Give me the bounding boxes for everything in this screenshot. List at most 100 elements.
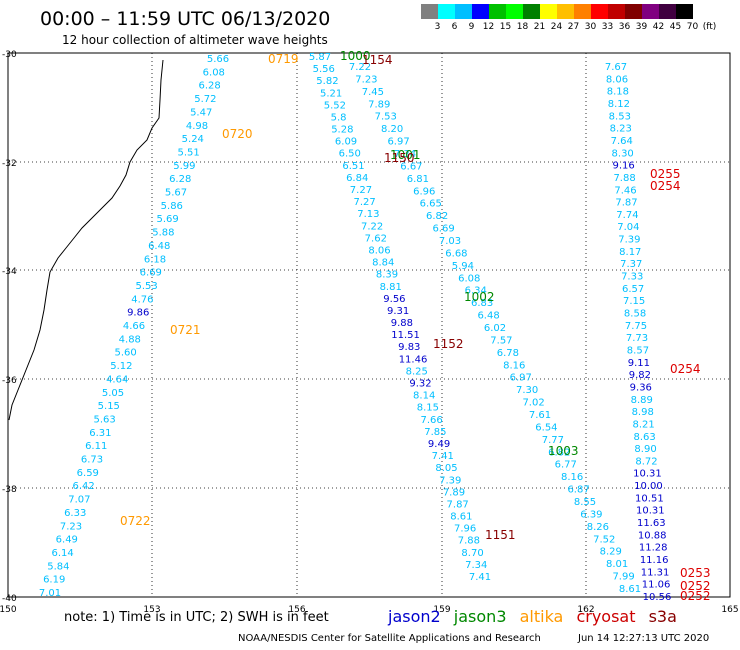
- s3a-wave-value: 7.22: [361, 221, 383, 232]
- jason3-diag-wave-value: 7.61: [529, 410, 551, 421]
- colorbar-swatch: [489, 4, 506, 19]
- s3a-wave-value: 7.96: [454, 524, 476, 535]
- colorbar-label: 42: [652, 22, 665, 32]
- altika-wave-value: 6.73: [81, 455, 103, 466]
- colorbar-label: 70: [686, 22, 699, 32]
- jason3-wave-value: 7.15: [623, 296, 645, 307]
- altika-wave-value: 5.69: [156, 214, 178, 225]
- x-tick-label: 156: [288, 605, 305, 615]
- s3a-wave-value: 7.41: [469, 572, 491, 583]
- colorbar-swatch: [625, 4, 642, 19]
- s3a-wave-value: 8.81: [380, 282, 402, 293]
- pass-time-label: 0253: [680, 566, 711, 580]
- s3a-wave-value: 7.39: [439, 475, 461, 486]
- jason3-diag-wave-value: 6.78: [497, 348, 519, 359]
- s3a-wave-value: 7.89: [443, 487, 465, 498]
- colorbar-swatch: [438, 4, 455, 19]
- s3a-wave-value: 5.82: [316, 76, 338, 87]
- jason3-diag-wave-value: 6.65: [420, 199, 442, 210]
- pass-time-label: 0252: [680, 589, 711, 603]
- pass-time-label: 1000: [340, 49, 371, 63]
- colorbar-swatch: [421, 4, 438, 19]
- jason3-wave-value: 10.56: [643, 592, 672, 603]
- jason3-wave-value: 8.30: [612, 148, 634, 159]
- y-tick-label: -40: [2, 594, 17, 604]
- x-tick-label: 150: [0, 605, 17, 615]
- colorbar-label: 3: [434, 22, 441, 32]
- pass-time-label: 0721: [170, 323, 201, 337]
- jason3-diag-wave-value: 6.34: [465, 286, 487, 297]
- s3a-wave-value: 9.49: [428, 439, 450, 450]
- colorbar-label: 45: [669, 22, 682, 32]
- altika-wave-value: 5.53: [135, 281, 157, 292]
- s3a-wave-value: 6.09: [335, 137, 357, 148]
- s3a-wave-value: 9.31: [387, 306, 409, 317]
- jason3-wave-value: 8.72: [635, 456, 657, 467]
- jason3-wave-value: 7.88: [613, 173, 635, 184]
- jason3-wave-value: 7.75: [625, 321, 647, 332]
- jason3-diag-wave-value: 7.77: [542, 435, 564, 446]
- colorbar-label: 6: [451, 22, 458, 32]
- colorbar-label: 12: [482, 22, 495, 32]
- altika-wave-value: 5.63: [93, 414, 115, 425]
- jason3-diag-wave-value: 7.02: [522, 398, 544, 409]
- altika-wave-value: 6.42: [72, 481, 94, 492]
- altika-wave-value: 7.07: [68, 495, 90, 506]
- pass-time-label: 0252: [680, 579, 711, 593]
- s3a-wave-value: 5.21: [320, 88, 342, 99]
- altika-wave-value: 5.60: [114, 348, 136, 359]
- jason3-wave-value: 7.74: [616, 210, 638, 221]
- jason3-diag-wave-value: 6.67: [400, 161, 422, 172]
- jason3-wave-value: 10.00: [634, 481, 663, 492]
- satellite-legend: jason2 jason3 altika cryosat s3a: [388, 607, 685, 626]
- jason3-diag-wave-value: 6.97: [510, 373, 532, 384]
- pass-time-label: 0254: [670, 362, 701, 376]
- jason3-diag-wave-value: 7.89: [368, 99, 390, 110]
- jason3-wave-value: 11.16: [640, 555, 669, 566]
- altika-wave-value: 5.05: [102, 388, 124, 399]
- jason3-wave-value: 10.88: [638, 530, 667, 541]
- s3a-wave-value: 8.14: [413, 391, 435, 402]
- jason3-diag-wave-value: 6.68: [445, 248, 467, 259]
- jason3-wave-value: 11.31: [641, 567, 670, 578]
- colorbar-swatch: [642, 4, 659, 19]
- colorbar-label: 33: [601, 22, 614, 32]
- jason3-wave-value: 10.31: [636, 506, 665, 517]
- colorbar-swatch: [676, 4, 693, 19]
- s3a-wave-value: 6.51: [342, 161, 364, 172]
- s3a-wave-value: 8.05: [435, 463, 457, 474]
- pass-time-label: 0720: [222, 127, 253, 141]
- jason3-wave-value: 6.57: [622, 284, 644, 295]
- s3a-wave-value: 7.88: [458, 536, 480, 547]
- s3a-wave-value: 8.70: [461, 548, 483, 559]
- jason3-diag-wave-value: 6.96: [413, 186, 435, 197]
- pass-time-label: 0719: [268, 52, 299, 66]
- s3a-wave-value: 5.52: [324, 100, 346, 111]
- altika-wave-value: 6.08: [203, 67, 225, 78]
- s3a-wave-value: 9.32: [409, 379, 431, 390]
- altika-wave-value: 6.31: [89, 428, 111, 439]
- jason3-diag-wave-value: 8.20: [381, 124, 403, 135]
- jason3-wave-value: 8.57: [627, 345, 649, 356]
- altika-wave-value: 5.12: [110, 361, 132, 372]
- altika-wave-value: 5.72: [194, 94, 216, 105]
- jason3-wave-value: 8.17: [619, 247, 641, 258]
- jason3-diag-wave-value: 8.01: [606, 559, 628, 570]
- colorbar-swatch: [455, 4, 472, 19]
- colorbar-swatch: [557, 4, 574, 19]
- s3a-wave-value: 8.61: [450, 512, 472, 523]
- jason3-diag-wave-value: 6.69: [432, 224, 454, 235]
- altika-wave-value: 5.66: [207, 54, 229, 65]
- jason3-wave-value: 7.39: [618, 235, 640, 246]
- s3a-wave-value: 11.51: [391, 330, 420, 341]
- altika-wave-value: 5.84: [47, 561, 69, 572]
- s3a-wave-value: 7.41: [432, 451, 454, 462]
- jason3-wave-value: 11.06: [642, 580, 671, 591]
- jason3-diag-wave-value: 6.48: [477, 311, 499, 322]
- altika-wave-value: 5.86: [161, 201, 183, 212]
- jason3-wave-value: 10.31: [633, 469, 662, 480]
- colorbar-label: 18: [516, 22, 529, 32]
- page-title: 00:00 – 11:59 UTC 06/13/2020: [40, 8, 331, 30]
- y-tick-label: -38: [2, 485, 17, 495]
- altika-wave-value: 5.88: [152, 228, 174, 239]
